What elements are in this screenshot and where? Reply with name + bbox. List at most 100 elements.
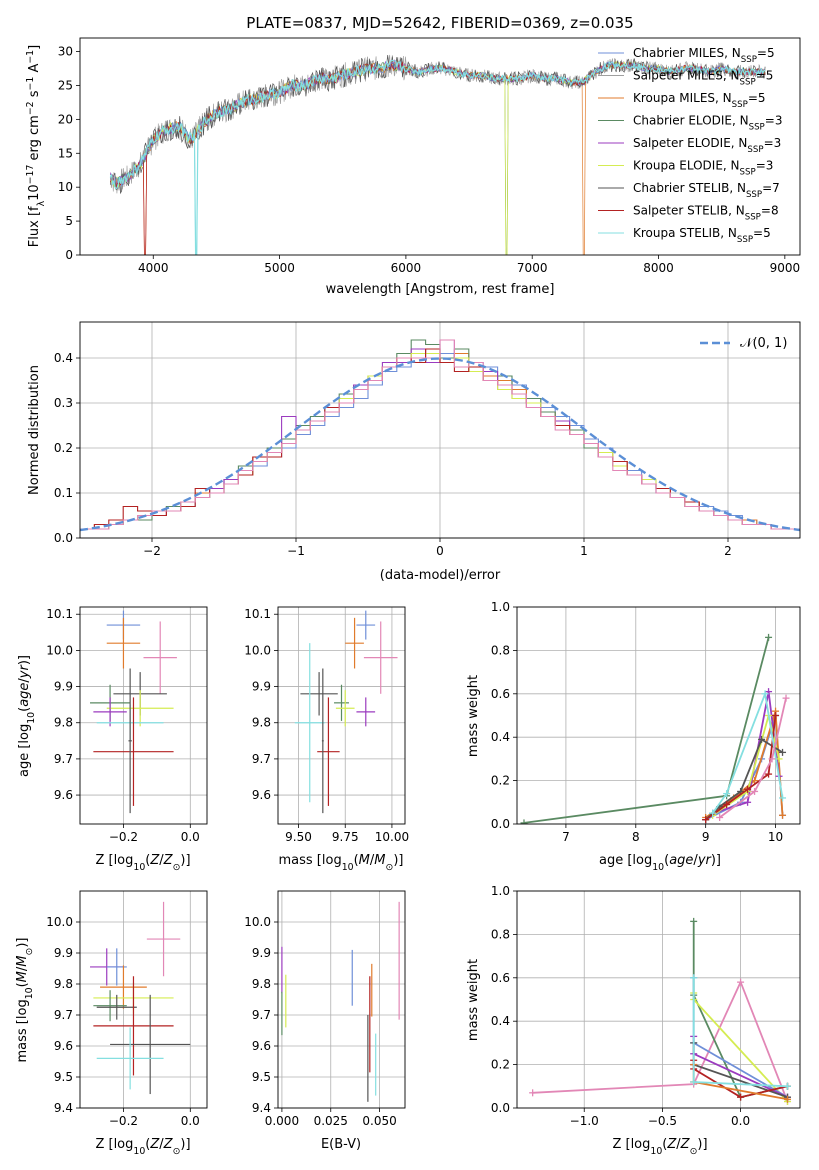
x-tick-label: 0.025: [314, 1114, 348, 1128]
legend-label: Kroupa ELODIE, NSSP=3: [633, 159, 773, 178]
y-axis-label: Normed distribution: [27, 365, 42, 495]
weight-line: [712, 691, 780, 814]
plot-area: [90, 901, 191, 1095]
x-axis-label: (data-model)/error: [380, 568, 501, 583]
legend-label: Chabrier MILES, NSSP=5: [633, 46, 775, 65]
y-axis-label: mass weight: [466, 959, 481, 1041]
errorbar-point: [335, 690, 355, 727]
x-tick-label: −2: [143, 544, 161, 558]
weight-marker: [783, 1095, 791, 1103]
weight-marker: [529, 1089, 537, 1097]
axes-frame: [79, 606, 208, 825]
legend-label: Salpeter MILES, NSSP=5: [633, 69, 773, 88]
weight-marker: [702, 816, 710, 824]
x-tick-label: 9.75: [332, 830, 359, 844]
errorbar-point: [143, 621, 177, 694]
x-tick-label: 9: [702, 830, 710, 844]
y-tick-label: 0.0: [491, 817, 510, 831]
axes-frame: [277, 890, 406, 1109]
figure-title: PLATE=0837, MJD=52642, FIBERID=0369, z=0…: [246, 14, 633, 32]
x-tick-label: 2: [724, 544, 732, 558]
x-tick-label: 7000: [517, 261, 548, 275]
legend-label: Salpeter STELIB, NSSP=8: [633, 204, 779, 223]
y-tick-label: 9.7: [54, 1008, 73, 1022]
x-tick-label: 0.0: [181, 830, 200, 844]
weight-marker: [779, 811, 787, 819]
x-tick-label: 9000: [770, 261, 801, 275]
y-tick-label: 25: [58, 78, 73, 92]
x-tick-label: 4000: [138, 261, 169, 275]
y-tick-label: 9.6: [54, 1039, 73, 1053]
errorbar-point: [356, 697, 376, 727]
weight-marker: [779, 748, 787, 756]
y-tick-label: 9.5: [54, 1070, 73, 1084]
plot-area: [294, 610, 398, 814]
y-tick-label: 5: [65, 214, 73, 228]
x-tick-label: 10: [768, 830, 783, 844]
weight-marker: [782, 694, 790, 702]
y-tick-label: 9.7: [54, 752, 73, 766]
spectrum-line: [109, 59, 766, 255]
weight-line: [711, 690, 784, 814]
errorbar-point: [106, 617, 141, 669]
chart-panel-6: 0.000 0.025 0.050 9.4 9.5 9.6 9.7 9.8 9.9 10.0 E(B…: [244, 890, 406, 1152]
y-tick-label: 0.8: [491, 643, 510, 657]
errorbar-point: [345, 617, 364, 669]
x-tick-label: −0.2: [109, 830, 138, 844]
weight-marker: [744, 785, 752, 793]
y-tick-label: 0.8: [491, 927, 510, 941]
weight-marker: [723, 790, 731, 798]
legend-label: 𝒩(0, 1): [740, 336, 787, 351]
y-tick-label: 0.6: [491, 971, 510, 985]
y-tick-label: 10.0: [244, 915, 271, 929]
y-tick-label: 9.6: [54, 788, 73, 802]
weight-marker: [709, 809, 717, 817]
x-tick-label: 0: [436, 544, 444, 558]
legend-label: Kroupa MILES, NSSP=5: [633, 91, 766, 110]
weight-line: [523, 637, 770, 824]
weight-marker: [737, 978, 745, 986]
weight-marker: [690, 1078, 698, 1086]
plot-area: [520, 633, 790, 824]
weight-marker: [765, 633, 773, 641]
x-tick-label: 5000: [264, 261, 295, 275]
gaussian-curve: [80, 357, 800, 532]
legend-label: Kroupa STELIB, NSSP=5: [633, 226, 771, 245]
x-tick-label: 8: [632, 830, 640, 844]
y-tick-label: 0.1: [54, 486, 73, 500]
errorbar-point: [93, 697, 174, 806]
errorbar-point: [96, 1027, 164, 1090]
x-tick-label: −0.2: [109, 1114, 138, 1128]
x-tick-label: 1: [580, 544, 588, 558]
plot-area: [529, 917, 791, 1105]
weight-marker: [758, 735, 766, 743]
errorbar-point: [93, 976, 174, 1076]
x-tick-label: 8000: [643, 261, 674, 275]
y-tick-label: 9.8: [54, 977, 73, 991]
x-tick-label: −0.5: [648, 1114, 677, 1128]
weight-marker: [716, 813, 724, 821]
x-tick-label: 0.0: [181, 1114, 200, 1128]
weight-marker: [520, 819, 528, 824]
errorbar-point: [100, 965, 147, 1009]
y-tick-label: 0.3: [54, 396, 73, 410]
y-tick-label: 9.6: [252, 788, 271, 802]
legend-label: Chabrier STELIB, NSSP=7: [633, 181, 780, 200]
y-tick-label: 0.4: [54, 351, 73, 365]
y-tick-label: 9.9: [252, 946, 271, 960]
x-tick-label: 6000: [391, 261, 422, 275]
spectrum-line: [109, 61, 766, 255]
y-tick-label: 20: [58, 112, 73, 126]
y-tick-label: 9.6: [252, 1039, 271, 1053]
y-tick-label: 9.4: [252, 1101, 271, 1115]
axes-frame: [79, 321, 801, 539]
weight-marker: [772, 712, 780, 719]
axes-frame: [79, 890, 208, 1109]
legend-label: Salpeter ELODIE, NSSP=3: [633, 136, 781, 155]
x-tick-label: 0.0: [731, 1114, 750, 1128]
x-axis-label: wavelength [Angstrom, rest frame]: [326, 282, 555, 297]
y-tick-label: 1.0: [491, 884, 510, 898]
histogram-step: [80, 339, 800, 530]
errorbar-point: [106, 690, 174, 727]
